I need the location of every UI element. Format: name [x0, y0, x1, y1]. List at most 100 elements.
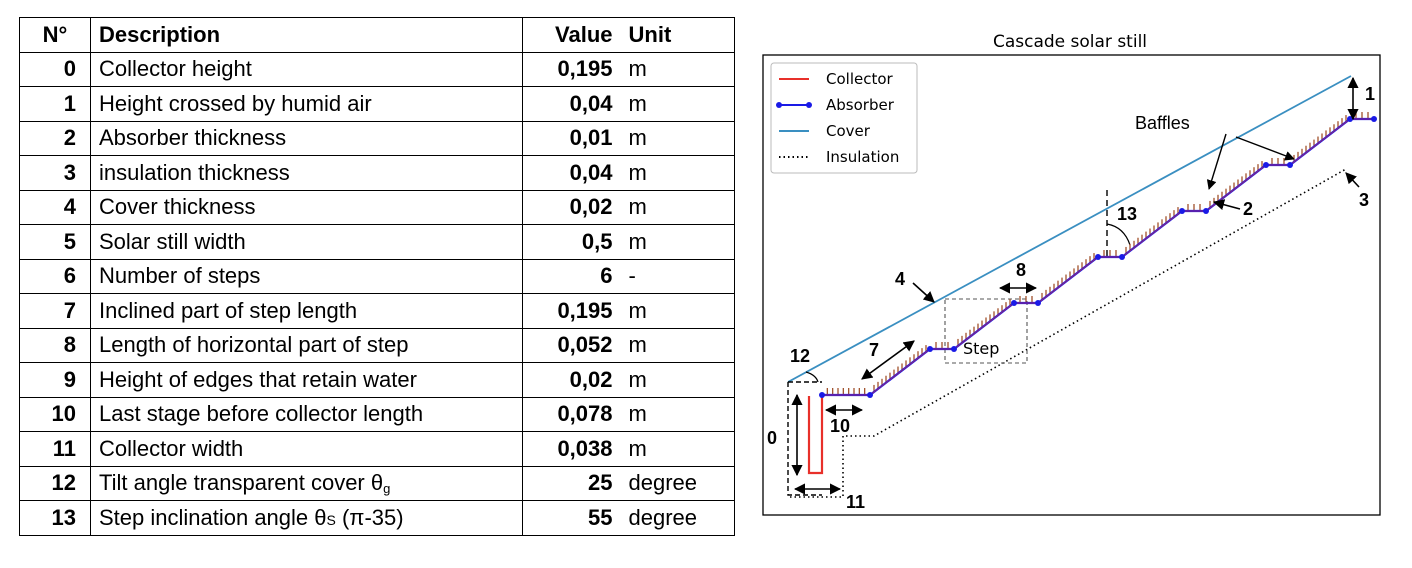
row-number: 0 [19, 51, 91, 87]
collector-outline [787, 382, 822, 496]
row-unit: m [620, 396, 735, 432]
row-description: Absorber thickness [90, 120, 523, 156]
table-row: 12 Tilt angle transparent cover θg 25 de… [19, 465, 735, 501]
label-11: 11 [846, 492, 865, 512]
row-value: 25 [522, 465, 621, 501]
arrow-4 [912, 282, 935, 303]
table-row: 8 Length of horizontal part of step 0,05… [19, 327, 735, 363]
parameters-table: N° Description Value Unit 0 Collector he… [19, 17, 735, 536]
row-unit: m [620, 293, 735, 329]
arrow-baffles-2 [1235, 136, 1295, 161]
row-description: Number of steps [90, 258, 523, 294]
arrow-baffles-1 [1206, 133, 1227, 190]
row-unit: m [620, 431, 735, 467]
row-number: 5 [19, 224, 91, 260]
row-value: 0,5 [522, 224, 621, 260]
angle-13-arc [1106, 223, 1131, 246]
row-value: 0,02 [522, 362, 621, 398]
row-number: 3 [19, 155, 91, 191]
row-description: insulation thickness [90, 155, 523, 191]
label-4: 4 [895, 269, 905, 289]
absorber-node [927, 346, 933, 352]
label-baffles: Baffles [1135, 113, 1190, 133]
absorber-node [1203, 208, 1209, 214]
table-row: 1 Height crossed by humid air 0,04 m [19, 86, 735, 122]
row-number: 2 [19, 120, 91, 156]
row-number: 9 [19, 362, 91, 398]
row-description: Collector width [90, 431, 523, 467]
cascade-solar-still-diagram: Cascade solar still [762, 32, 1381, 516]
row-description: Collector height [90, 51, 523, 87]
absorber-node [867, 392, 873, 398]
table-row: 10 Last stage before collector length 0,… [19, 396, 735, 432]
absorber-node [1287, 162, 1293, 168]
row-number: 11 [19, 431, 91, 467]
row-number: 8 [19, 327, 91, 363]
theta-subscript: g [383, 480, 391, 496]
insulation-line [790, 168, 1347, 498]
collector-line [807, 396, 824, 475]
label-1: 1 [1365, 84, 1375, 104]
legend-label-cover: Cover [826, 122, 871, 140]
table-row: 0 Collector height 0,195 m [19, 51, 735, 87]
row-unit: m [620, 51, 735, 87]
absorber-node [1035, 300, 1041, 306]
table-row: 6 Number of steps 6 - [19, 258, 735, 294]
row-description: Last stage before collector length [90, 396, 523, 432]
step-box [944, 298, 1028, 364]
row-value: 0,04 [522, 155, 621, 191]
legend: Collector Absorber Cover Insulation [770, 62, 918, 174]
row-number: 7 [19, 293, 91, 329]
row-description: Height of edges that retain water [90, 362, 523, 398]
row-description: Length of horizontal part of step [90, 327, 523, 363]
label-10: 10 [830, 416, 850, 436]
label-13: 13 [1117, 204, 1137, 224]
row-value: 0,078 [522, 396, 621, 432]
diagram-title: Cascade solar still [993, 32, 1147, 52]
row-number: 6 [19, 258, 91, 294]
header-description: Description [90, 17, 523, 53]
absorber-node [1371, 116, 1377, 122]
row-value: 6 [522, 258, 621, 294]
header-unit: Unit [620, 17, 735, 53]
absorber-node [1179, 208, 1185, 214]
label-3: 3 [1359, 190, 1369, 210]
label-2: 2 [1243, 199, 1253, 219]
table-row: 9 Height of edges that retain water 0,02… [19, 362, 735, 398]
row-value: 0,02 [522, 189, 621, 225]
legend-label-absorber: Absorber [826, 96, 895, 114]
table-row: 5 Solar still width 0,5 m [19, 224, 735, 260]
row-description: Inclined part of step length [90, 293, 523, 329]
description-text: Tilt angle transparent cover θ [99, 469, 384, 495]
row-number: 1 [19, 86, 91, 122]
row-number: 13 [19, 500, 91, 536]
angle-12-arc [805, 371, 819, 383]
table-row: 4 Cover thickness 0,02 m [19, 189, 735, 225]
cover-line [787, 75, 1352, 383]
header-no: N° [19, 17, 91, 53]
row-unit: - [620, 258, 735, 294]
table-row: 3 insulation thickness 0,04 m [19, 155, 735, 191]
row-unit: m [620, 362, 735, 398]
absorber-node [1347, 116, 1353, 122]
arrow-3 [1345, 172, 1360, 188]
theta-subscript: S [326, 511, 336, 528]
absorber-node [1119, 254, 1125, 260]
table-header-row: N° Description Value Unit [19, 17, 735, 53]
row-value: 0,195 [522, 51, 621, 87]
table-row: 13 Step inclination angle θS (π-35) 55 d… [19, 500, 735, 536]
row-unit: m [620, 327, 735, 363]
label-0: 0 [767, 428, 777, 448]
row-description: Solar still width [90, 224, 523, 260]
table-row: 2 Absorber thickness 0,01 m [19, 120, 735, 156]
legend-label-insulation: Insulation [826, 148, 899, 166]
label-12: 12 [790, 346, 810, 366]
label-step: Step [963, 339, 999, 358]
row-unit: m [620, 189, 735, 225]
row-number: 4 [19, 189, 91, 225]
row-unit: m [620, 224, 735, 260]
label-8: 8 [1016, 260, 1026, 280]
row-value: 0,052 [522, 327, 621, 363]
legend-swatch-absorber-dot-left [776, 102, 782, 108]
description-tail: (π-35) [335, 504, 404, 530]
